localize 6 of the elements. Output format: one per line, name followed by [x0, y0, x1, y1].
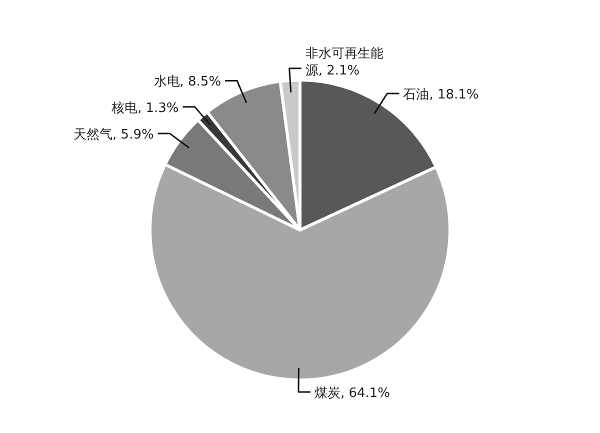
slice-label: 煤炭, 64.1% [314, 386, 390, 401]
slice-label: 核电, 1.3% [110, 100, 179, 116]
slice-label: 石油, 18.1% [403, 87, 479, 102]
slice-label: 水电, 8.5% [154, 74, 222, 90]
slice-label: 天然气, 5.9% [74, 128, 154, 143]
slice-label: 非水可再生能源, 2.1% [305, 46, 384, 78]
